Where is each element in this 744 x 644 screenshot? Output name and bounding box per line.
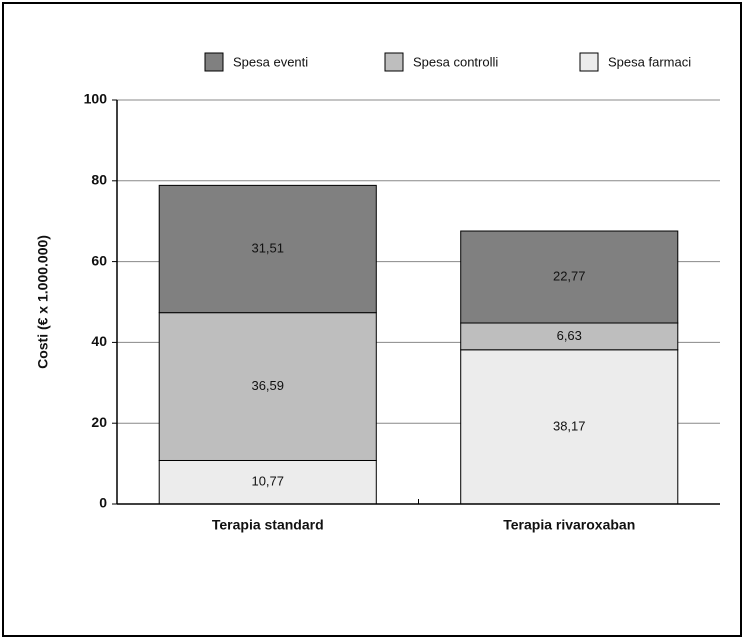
- bar-segment: [158, 184, 377, 314]
- x-tick-label: Terapia standard: [212, 517, 324, 533]
- bar-segment: [460, 230, 679, 324]
- y-tick-label: 0: [99, 495, 107, 511]
- legend-swatch: [384, 52, 404, 72]
- y-tick-label: 60: [91, 252, 107, 268]
- bar-segment: [460, 349, 679, 505]
- value-label: 22,77: [553, 268, 586, 283]
- legend-label: Spesa controlli: [413, 54, 498, 69]
- value-label: 38,17: [553, 418, 586, 433]
- value-label: 6,63: [557, 328, 582, 343]
- legend-swatch: [204, 52, 224, 72]
- y-axis-label: Costi (€ x 1.000.000): [35, 235, 51, 369]
- x-tick-label: Terapia rivaroxaban: [503, 517, 635, 533]
- bar-segment: [158, 459, 377, 505]
- legend-label: Spesa farmaci: [608, 54, 691, 69]
- bar-segment: [158, 312, 377, 461]
- legend-swatch: [579, 52, 599, 72]
- value-label: 10,77: [251, 474, 284, 489]
- y-tick-label: 40: [91, 333, 107, 349]
- value-label: 31,51: [251, 240, 284, 255]
- value-label: 36,59: [251, 378, 284, 393]
- y-tick-label: 100: [84, 91, 108, 107]
- legend-label: Spesa eventi: [233, 54, 308, 69]
- y-tick-label: 80: [91, 172, 107, 188]
- y-tick-label: 20: [91, 414, 107, 430]
